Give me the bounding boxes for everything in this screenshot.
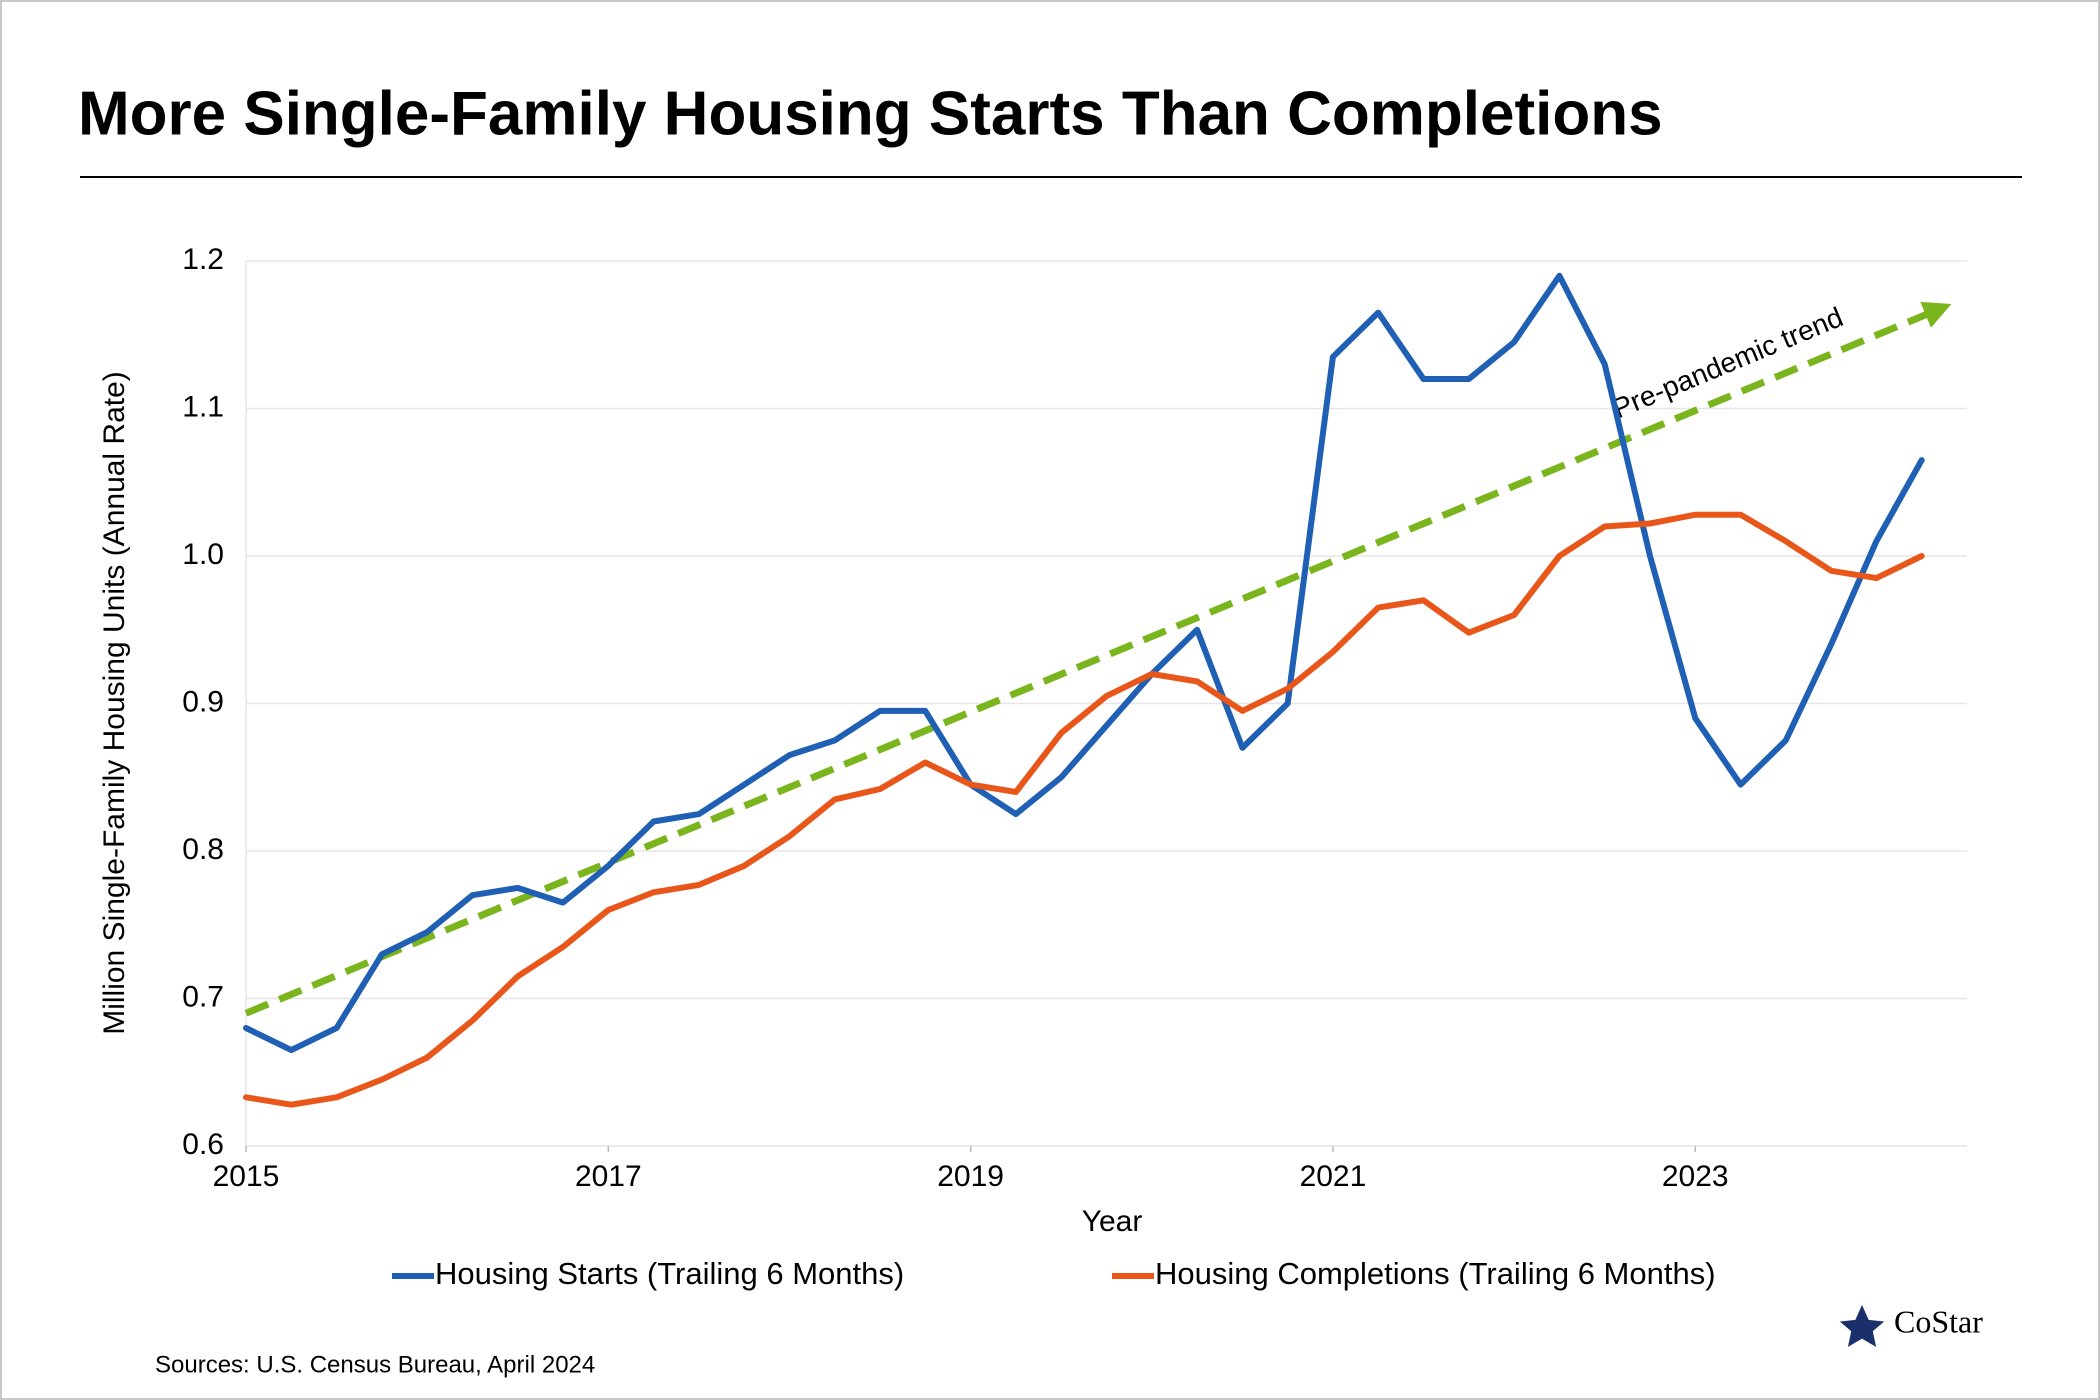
legend-label: Housing Starts (Trailing 6 Months) bbox=[435, 1256, 904, 1291]
y-tick-label: 0.9 bbox=[182, 685, 224, 718]
logo: CoStar bbox=[1830, 1295, 1983, 1356]
y-tick-label: 1.0 bbox=[182, 538, 224, 571]
x-tick-label: 2019 bbox=[937, 1160, 1004, 1193]
source-note: Sources: U.S. Census Bureau, April 2024 bbox=[155, 1351, 595, 1378]
x-axis-label: Year bbox=[1082, 1205, 1143, 1238]
x-tick-label: 2021 bbox=[1300, 1160, 1367, 1193]
y-tick-label: 1.1 bbox=[182, 390, 224, 423]
x-tick-label: 2017 bbox=[575, 1160, 642, 1193]
y-tick-label: 0.8 bbox=[182, 833, 224, 866]
logo-icon bbox=[1830, 1295, 1894, 1356]
y-axis-label: Million Single-Family Housing Units (Ann… bbox=[98, 371, 131, 1035]
x-tick-label: 2023 bbox=[1662, 1160, 1729, 1193]
x-tick-label: 2015 bbox=[213, 1160, 280, 1193]
chart-title: More Single-Family Housing Starts Than C… bbox=[78, 79, 1663, 148]
y-tick-label: 0.7 bbox=[182, 980, 224, 1013]
legend-label: Housing Completions (Trailing 6 Months) bbox=[1155, 1256, 1716, 1291]
series-line bbox=[243, 511, 1925, 1108]
logo-text: CoStar bbox=[1894, 1303, 1983, 1339]
y-tick-label: 0.6 bbox=[182, 1128, 224, 1161]
trend-arrow bbox=[244, 301, 1952, 1017]
y-tick-label: 1.2 bbox=[182, 243, 224, 276]
